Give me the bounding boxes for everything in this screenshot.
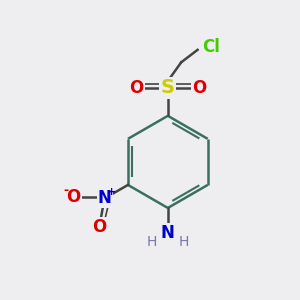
Text: O: O	[130, 79, 144, 97]
Text: O: O	[66, 188, 81, 206]
Text: O: O	[92, 218, 106, 236]
Text: H: H	[179, 235, 189, 248]
Text: N: N	[98, 189, 112, 207]
Text: -: -	[64, 184, 69, 197]
Text: O: O	[192, 79, 206, 97]
Text: S: S	[161, 78, 175, 97]
Text: Cl: Cl	[202, 38, 220, 56]
Text: N: N	[161, 224, 175, 242]
Text: +: +	[107, 187, 116, 197]
Text: H: H	[146, 235, 157, 248]
